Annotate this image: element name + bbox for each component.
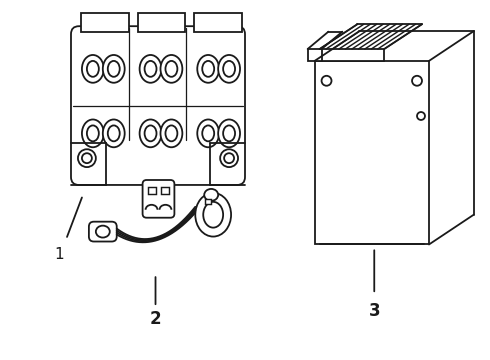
Bar bbox=[195, 13, 242, 32]
Bar bbox=[308, 49, 321, 61]
Text: 1: 1 bbox=[54, 247, 64, 262]
FancyBboxPatch shape bbox=[71, 26, 245, 185]
Circle shape bbox=[417, 112, 425, 120]
Circle shape bbox=[321, 76, 332, 86]
Ellipse shape bbox=[87, 61, 99, 77]
Circle shape bbox=[412, 76, 422, 86]
Circle shape bbox=[220, 149, 238, 167]
Ellipse shape bbox=[145, 125, 156, 141]
Ellipse shape bbox=[145, 61, 156, 77]
Ellipse shape bbox=[197, 120, 219, 147]
Ellipse shape bbox=[161, 55, 182, 83]
Bar bbox=[138, 13, 185, 32]
Ellipse shape bbox=[218, 120, 240, 147]
Circle shape bbox=[78, 149, 96, 167]
Ellipse shape bbox=[204, 189, 218, 201]
Ellipse shape bbox=[166, 125, 177, 141]
Ellipse shape bbox=[166, 61, 177, 77]
Ellipse shape bbox=[161, 120, 182, 147]
Bar bbox=[319, 49, 384, 61]
Bar bbox=[162, 187, 170, 194]
FancyBboxPatch shape bbox=[143, 180, 174, 218]
Ellipse shape bbox=[103, 120, 124, 147]
Bar bbox=[315, 61, 429, 244]
Circle shape bbox=[224, 153, 234, 163]
FancyBboxPatch shape bbox=[89, 222, 117, 242]
Bar bbox=[205, 199, 211, 204]
Ellipse shape bbox=[87, 125, 99, 141]
Text: 2: 2 bbox=[150, 310, 161, 328]
Ellipse shape bbox=[103, 55, 124, 83]
Ellipse shape bbox=[108, 125, 120, 141]
Ellipse shape bbox=[197, 55, 219, 83]
Ellipse shape bbox=[108, 61, 120, 77]
Ellipse shape bbox=[82, 120, 104, 147]
Ellipse shape bbox=[196, 193, 231, 237]
Text: 3: 3 bbox=[368, 302, 380, 320]
Circle shape bbox=[82, 153, 92, 163]
Ellipse shape bbox=[223, 61, 235, 77]
Ellipse shape bbox=[202, 61, 214, 77]
Ellipse shape bbox=[203, 202, 223, 228]
Bar bbox=[147, 187, 155, 194]
Bar bbox=[81, 13, 129, 32]
Ellipse shape bbox=[140, 120, 162, 147]
Ellipse shape bbox=[218, 55, 240, 83]
Ellipse shape bbox=[96, 226, 110, 238]
Ellipse shape bbox=[223, 125, 235, 141]
Ellipse shape bbox=[82, 55, 104, 83]
Ellipse shape bbox=[202, 125, 214, 141]
Ellipse shape bbox=[140, 55, 162, 83]
